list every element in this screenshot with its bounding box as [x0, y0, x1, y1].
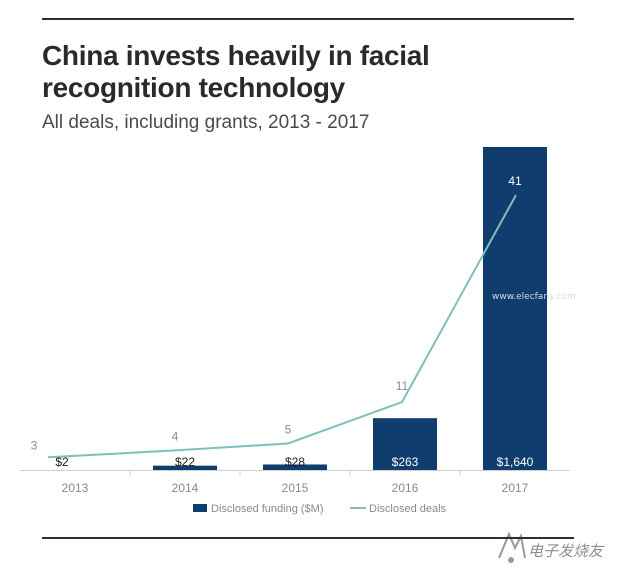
legend-label-funding: Disclosed funding ($M) [211, 503, 324, 515]
deal-label-2016: 11 [396, 379, 409, 393]
bar-label-2017: $1,640 [497, 455, 534, 469]
bar-2017 [483, 147, 547, 470]
x-tick-label-2014: 2014 [172, 481, 199, 495]
x-tick-label-2013: 2013 [62, 481, 89, 495]
bar-2014 [153, 465, 217, 470]
bar-2015 [263, 464, 327, 470]
legend-label-deals: Disclosed deals [369, 503, 447, 515]
x-tick-label-2017: 2017 [502, 481, 529, 495]
watermark-text: 电子发烧友 [528, 542, 604, 560]
chart-title: China invests heavily in facial recognit… [42, 40, 430, 103]
legend: Disclosed funding ($M) Disclosed deals [193, 503, 447, 515]
watermark-url: www.elecfans.com [492, 292, 576, 302]
bottom-rule [42, 537, 574, 539]
deal-label-2014: 4 [172, 429, 179, 443]
bar-label-2013: $2 [55, 455, 69, 469]
bar-label-2015: $28 [285, 455, 305, 469]
bar-label-2016: $263 [392, 455, 419, 469]
x-tick-label-2015: 2015 [282, 481, 309, 495]
bar-label-2014: $22 [175, 455, 195, 469]
chart-subtitle: All deals, including grants, 2013 - 2017 [42, 112, 370, 133]
deal-label-2017: 41 [508, 174, 522, 188]
top-rule [42, 18, 574, 20]
x-axis: 2013 2014 2015 2016 2017 [20, 470, 570, 495]
deal-label-2015: 5 [285, 422, 292, 436]
deals-line [47, 194, 517, 459]
deal-label-2013: 3 [31, 438, 38, 452]
data-labels: $2 $22 $28 $263 $1,640 3 4 5 11 41 [31, 174, 534, 469]
x-tick-label-2016: 2016 [392, 481, 419, 495]
watermark-logo-icon [498, 531, 526, 563]
legend-swatch-funding [193, 504, 207, 512]
bar-2016 [373, 418, 437, 470]
bar-series [153, 147, 547, 470]
line-series [47, 194, 517, 459]
